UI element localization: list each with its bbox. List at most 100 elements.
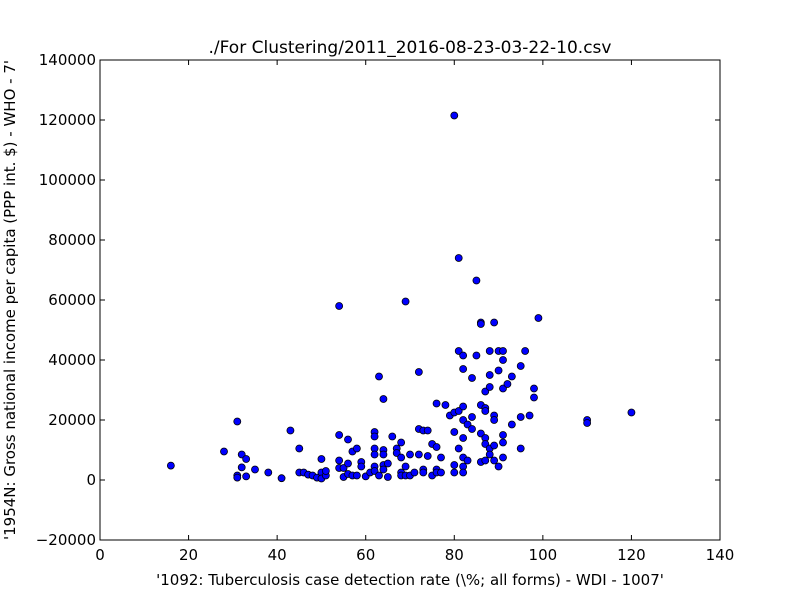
x-tick-label: 20 [179, 546, 198, 564]
data-point [295, 444, 304, 453]
data-point [530, 384, 538, 393]
data-point [419, 468, 428, 477]
data-point [277, 474, 286, 483]
data-point [357, 462, 366, 471]
y-tick-label: 100000 [39, 171, 96, 189]
data-point [450, 461, 459, 469]
x-tick-label: 120 [617, 546, 646, 564]
data-point [220, 447, 228, 456]
data-point [454, 444, 463, 453]
data-point [516, 362, 525, 370]
x-tick-label: 140 [706, 546, 735, 564]
data-point [490, 441, 499, 450]
data-point [397, 438, 406, 447]
data-point [485, 347, 494, 355]
data-point [450, 468, 459, 477]
data-point [406, 450, 414, 459]
x-tick-label: 40 [268, 546, 287, 564]
data-point [499, 438, 507, 447]
data-point [494, 366, 503, 375]
data-point [264, 468, 273, 477]
data-point [352, 444, 361, 453]
data-point [450, 428, 459, 436]
data-point [463, 456, 472, 465]
data-point [459, 402, 468, 411]
data-point [472, 276, 481, 285]
data-point [242, 455, 251, 463]
x-axis-label: '1092: Tuberculosis case detection rate … [156, 571, 664, 589]
y-tick-label: 60000 [48, 291, 96, 309]
data-point [397, 453, 406, 462]
data-point [344, 459, 352, 468]
y-tick-label: 40000 [48, 351, 96, 369]
y-tick-label: 140000 [39, 51, 96, 69]
data-point [476, 320, 485, 328]
data-point [499, 431, 507, 439]
data-point [383, 473, 392, 481]
data-point [388, 432, 397, 441]
data-point [401, 297, 410, 306]
data-point [437, 468, 445, 477]
data-point [490, 416, 499, 424]
data-point [233, 473, 242, 482]
data-point [485, 450, 494, 459]
data-point [499, 347, 507, 355]
data-point [525, 411, 534, 420]
data-point [507, 372, 516, 381]
data-point [490, 318, 499, 327]
y-tick-label: 120000 [39, 111, 96, 129]
data-point [375, 372, 383, 381]
data-point [242, 472, 251, 481]
x-tick-label: 100 [529, 546, 558, 564]
data-point [516, 444, 525, 453]
data-point [441, 401, 450, 409]
data-point [344, 435, 352, 444]
data-point [459, 434, 468, 442]
y-tick-label: 80000 [48, 231, 96, 249]
data-point [481, 456, 490, 465]
data-point [490, 456, 499, 465]
chart-title: ./For Clustering/2011_2016-08-23-03-22-1… [209, 38, 612, 58]
y-tick-label: −20000 [36, 531, 96, 549]
data-point [335, 456, 344, 465]
data-point [472, 351, 481, 360]
points-layer [166, 111, 636, 483]
data-point [414, 450, 423, 459]
data-point [370, 450, 379, 459]
data-point [321, 467, 330, 475]
data-point [468, 413, 476, 421]
data-point [352, 471, 361, 480]
data-point [437, 453, 445, 462]
data-point [237, 463, 246, 472]
data-point [401, 462, 410, 471]
data-point [459, 468, 468, 477]
data-point [383, 459, 392, 468]
data-point [423, 452, 432, 460]
data-point [459, 365, 468, 373]
data-point [379, 465, 388, 474]
y-axis-label: '1954N: Gross national income per capita… [1, 60, 19, 540]
data-point [507, 420, 516, 429]
data-point [251, 465, 259, 474]
data-point [468, 425, 476, 433]
data-point [379, 450, 388, 459]
data-point [375, 471, 383, 480]
plot-area [100, 60, 720, 540]
data-point [432, 443, 441, 451]
data-point [583, 419, 592, 427]
data-point [485, 383, 494, 391]
plot-frame [99, 59, 721, 541]
data-point [499, 453, 507, 462]
ticks-layer: 0 20 40 60 80 100 120 140−200000200004000060000… [36, 51, 735, 564]
data-point [494, 462, 503, 471]
data-point [499, 356, 507, 364]
x-tick-label: 80 [445, 546, 464, 564]
data-point [286, 426, 295, 435]
x-tick-label: 0 [95, 546, 105, 564]
data-point [432, 399, 441, 408]
data-point [627, 408, 636, 417]
data-point [410, 468, 419, 477]
data-point [233, 417, 242, 426]
data-point [516, 413, 525, 421]
data-point [370, 432, 379, 441]
